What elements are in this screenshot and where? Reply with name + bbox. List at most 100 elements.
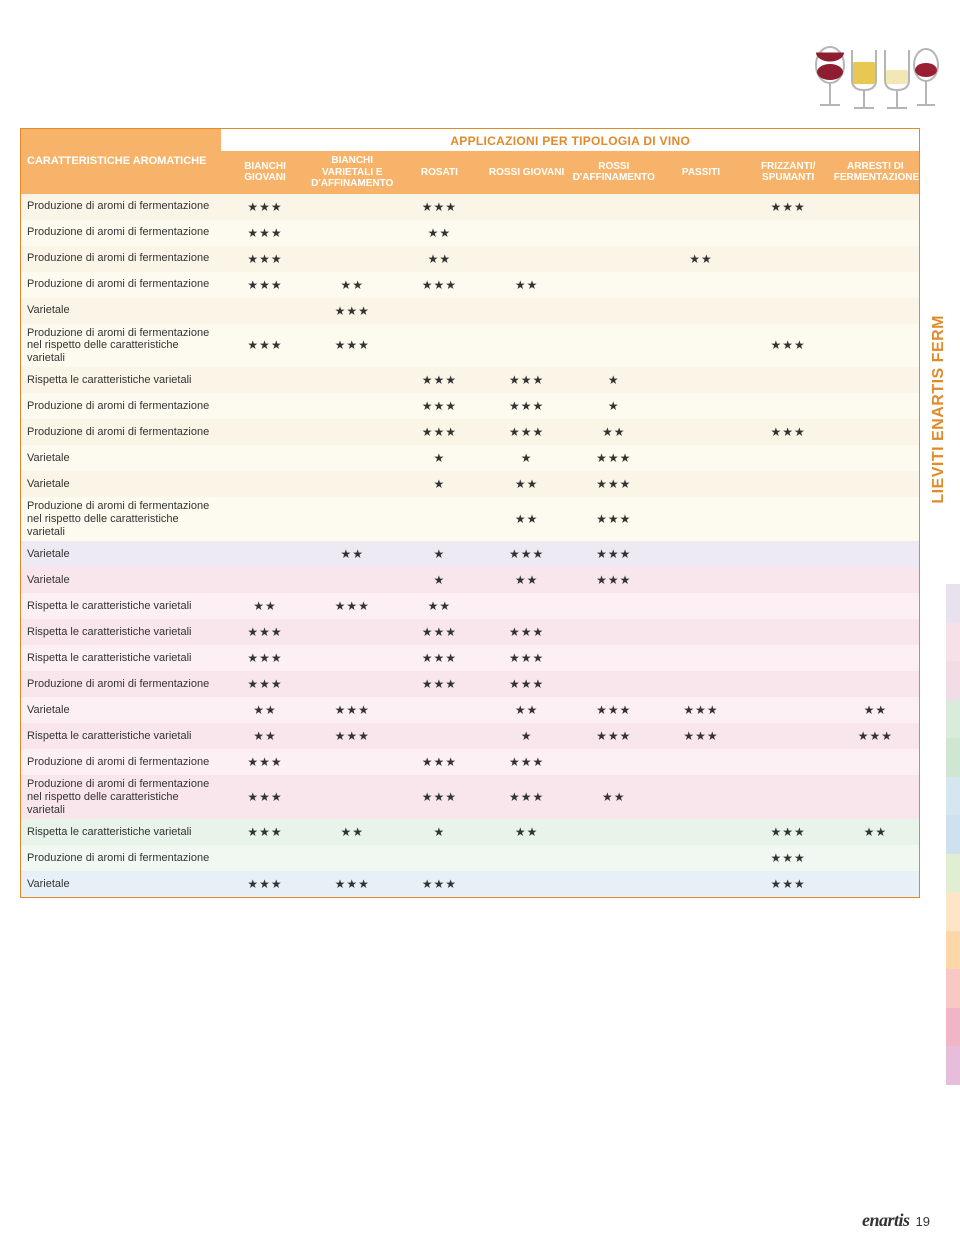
rating-cell: ★★★ <box>745 845 832 871</box>
rating-cell: ★★★ <box>396 393 483 419</box>
rating-cell: ★★ <box>221 593 308 619</box>
rating-cell: ★★★ <box>483 367 570 393</box>
index-swatch <box>946 777 960 816</box>
rating-cell <box>657 619 744 645</box>
index-swatch <box>946 623 960 662</box>
rating-cell: ★★★ <box>309 593 396 619</box>
rating-cell: ★★ <box>483 819 570 845</box>
rating-cell: ★★★ <box>396 367 483 393</box>
rating-cell <box>309 194 396 220</box>
rating-cell <box>832 671 919 697</box>
row-label: Produzione di aromi di fermentazione nel… <box>21 775 221 819</box>
rating-cell <box>832 749 919 775</box>
rating-cell: ★★★ <box>570 541 657 567</box>
index-swatch <box>946 1046 960 1085</box>
rating-cell: ★★ <box>309 819 396 845</box>
rating-cell: ★★★ <box>483 749 570 775</box>
rating-cell <box>309 775 396 819</box>
rating-cell <box>309 645 396 671</box>
row-label: Produzione di aromi di fermentazione nel… <box>21 324 221 368</box>
rating-cell: ★★★ <box>396 419 483 445</box>
rating-cell <box>745 671 832 697</box>
row-label: Rispetta le caratteristiche varietali <box>21 645 221 671</box>
rating-cell <box>832 272 919 298</box>
rating-cell <box>309 471 396 497</box>
rating-cell: ★★★ <box>570 445 657 471</box>
row-label: Rispetta le caratteristiche varietali <box>21 593 221 619</box>
rating-cell <box>832 324 919 368</box>
rating-cell: ★★★ <box>745 324 832 368</box>
rating-cell: ★★ <box>657 246 744 272</box>
rating-cell <box>657 567 744 593</box>
rating-cell <box>657 593 744 619</box>
rating-cell <box>832 567 919 593</box>
row-label: Produzione di aromi di fermentazione <box>21 194 221 220</box>
rating-cell <box>745 723 832 749</box>
rating-cell: ★★★ <box>745 419 832 445</box>
rating-cell: ★★★ <box>570 723 657 749</box>
column-header: BIANCHI GIOVANI <box>221 151 308 194</box>
rating-cell: ★★ <box>396 593 483 619</box>
rating-cell: ★ <box>483 445 570 471</box>
rating-cell: ★★ <box>570 419 657 445</box>
rating-cell <box>221 567 308 593</box>
rating-cell <box>832 220 919 246</box>
rating-cell: ★★★ <box>221 246 308 272</box>
rating-cell: ★★★ <box>745 819 832 845</box>
rating-cell <box>309 220 396 246</box>
rating-cell <box>832 541 919 567</box>
rating-cell: ★★★ <box>221 671 308 697</box>
rating-cell <box>832 593 919 619</box>
row-label: Produzione di aromi di fermentazione <box>21 845 221 871</box>
row-label: Produzione di aromi di fermentazione <box>21 419 221 445</box>
rating-cell <box>657 819 744 845</box>
rating-cell: ★★★ <box>483 775 570 819</box>
rating-cell <box>483 324 570 368</box>
rating-cell <box>309 419 396 445</box>
row-label: Produzione di aromi di fermentazione <box>21 671 221 697</box>
rating-cell <box>832 775 919 819</box>
rating-cell <box>309 567 396 593</box>
rating-cell <box>745 749 832 775</box>
rating-cell <box>221 367 308 393</box>
rating-cell: ★★★ <box>221 645 308 671</box>
rating-cell: ★★★ <box>745 194 832 220</box>
rating-cell: ★★★ <box>570 497 657 541</box>
column-header: FRIZZANTI/ SPUMANTI <box>745 151 832 194</box>
rating-cell <box>832 367 919 393</box>
rating-cell <box>221 393 308 419</box>
rating-cell: ★★★ <box>309 324 396 368</box>
rating-cell <box>570 272 657 298</box>
rating-cell <box>483 593 570 619</box>
row-label: Varietale <box>21 871 221 897</box>
rating-cell <box>570 220 657 246</box>
rating-cell <box>745 619 832 645</box>
rating-cell: ★★ <box>309 541 396 567</box>
rating-cell <box>657 497 744 541</box>
rating-cell: ★ <box>570 393 657 419</box>
row-label: Produzione di aromi di fermentazione <box>21 246 221 272</box>
column-header: ROSSI D'AFFINAMENTO <box>570 151 657 194</box>
row-header: CARATTERISTICHE AROMATICHE <box>21 129 221 194</box>
row-label: Produzione di aromi di fermentazione nel… <box>21 497 221 541</box>
row-label: Produzione di aromi di fermentazione <box>21 220 221 246</box>
row-label: Rispetta le caratteristiche varietali <box>21 819 221 845</box>
rating-cell <box>657 671 744 697</box>
rating-cell <box>570 845 657 871</box>
rating-cell: ★★★ <box>570 567 657 593</box>
index-swatch <box>946 969 960 1008</box>
rating-cell: ★★★ <box>309 871 396 897</box>
index-swatch <box>946 584 960 623</box>
rating-cell: ★★★ <box>221 819 308 845</box>
rating-cell: ★★★ <box>221 775 308 819</box>
rating-cell: ★★★ <box>483 619 570 645</box>
rating-cell <box>657 220 744 246</box>
column-header: ROSATI <box>396 151 483 194</box>
index-swatch <box>946 700 960 739</box>
rating-cell <box>221 541 308 567</box>
rating-cell <box>657 419 744 445</box>
rating-cell <box>745 445 832 471</box>
rating-cell <box>309 246 396 272</box>
rating-cell <box>483 246 570 272</box>
index-color-swatches <box>946 584 960 1085</box>
